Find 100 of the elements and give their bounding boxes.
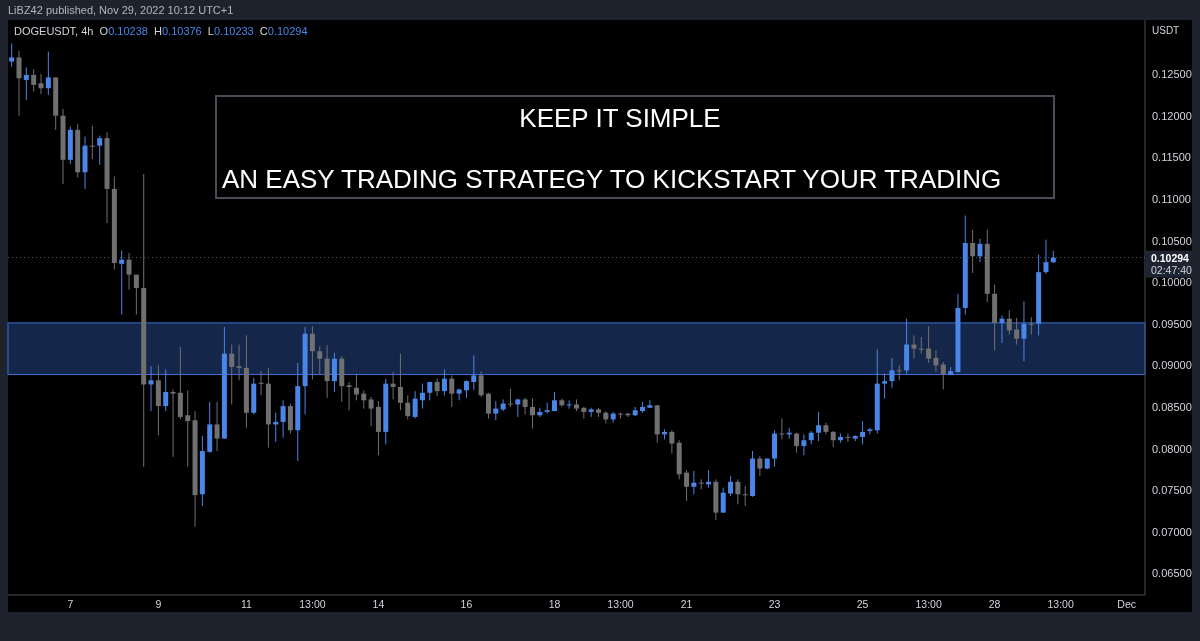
candlestick <box>911 334 917 360</box>
candlestick <box>669 429 675 455</box>
candlestick <box>867 427 873 435</box>
candlestick <box>779 418 785 440</box>
candlestick <box>816 411 822 442</box>
candlestick <box>119 250 125 316</box>
candlestick <box>926 325 932 364</box>
candlestick <box>529 398 535 430</box>
candlestick <box>368 396 374 427</box>
candlestick <box>933 349 939 373</box>
candlestick <box>236 344 242 381</box>
candlestick <box>45 51 51 96</box>
x-tick-label: 18 <box>548 598 561 610</box>
candlestick <box>485 392 491 420</box>
y-tick-label: 0.07500 <box>1152 484 1192 497</box>
candlestick <box>882 373 888 400</box>
annotation: DOGEUSDT, 4h O0.10238 H0.10376 L0.10233 C0.10294 <box>14 25 308 37</box>
candlestick <box>493 400 499 421</box>
candlestick <box>896 364 902 381</box>
x-tick-label: 7 <box>67 598 74 610</box>
y-tick-label: 0.09000 <box>1152 359 1192 372</box>
y-tick-label: 0.10500 <box>1152 234 1192 247</box>
candlestick <box>126 252 132 291</box>
candlestick <box>698 478 704 490</box>
candlestick <box>170 388 176 458</box>
y-tick-label: 0.12500 <box>1152 68 1192 81</box>
candlestick <box>918 336 924 355</box>
candlestick <box>38 73 44 95</box>
candlestick <box>434 378 440 397</box>
candlestick <box>133 274 139 316</box>
x-tick-label: Dec <box>1117 598 1137 610</box>
x-tick-label: 14 <box>372 598 385 610</box>
candlestick <box>735 478 741 505</box>
candlestick <box>999 314 1005 344</box>
candlestick <box>478 370 484 398</box>
y-tick-label: 0.09500 <box>1152 317 1192 330</box>
candlestick <box>860 420 866 445</box>
candlestick <box>757 455 763 477</box>
candlestick <box>507 388 513 408</box>
x-tick-label: 16 <box>460 598 473 610</box>
candlestick <box>970 229 976 274</box>
candlestick <box>691 470 697 495</box>
candlestick <box>566 399 572 410</box>
candlestick <box>214 401 220 452</box>
candlestick <box>1014 317 1020 346</box>
candlestick <box>419 383 425 410</box>
y-tick-label: 0.08500 <box>1152 400 1192 413</box>
candlestick <box>353 373 359 401</box>
candlestick <box>324 344 330 399</box>
candlestick <box>1006 309 1012 336</box>
candlestick <box>940 361 946 390</box>
candlestick <box>23 66 29 101</box>
candlestick <box>471 354 477 391</box>
candlestick <box>845 433 851 443</box>
x-tick-label: 11 <box>240 598 253 610</box>
candlestick <box>346 381 352 411</box>
candlestick <box>412 390 418 420</box>
candlestick <box>720 487 726 514</box>
candlestick <box>258 370 264 396</box>
y-tick-label: 0.07000 <box>1152 525 1192 538</box>
candlestick <box>456 388 462 401</box>
candlestick <box>163 368 169 412</box>
y-tick-label: 0.08000 <box>1152 442 1192 455</box>
x-tick-label: 25 <box>856 598 869 610</box>
y-tick-label: 0.12000 <box>1152 109 1192 122</box>
candlestick <box>405 394 411 420</box>
candlestick <box>801 433 807 456</box>
candlestick <box>361 389 367 410</box>
candlestick <box>309 325 315 380</box>
candlestick <box>9 42 15 68</box>
x-tick-label: 23 <box>768 598 781 610</box>
candlestick <box>647 399 653 409</box>
candlestick <box>185 389 191 468</box>
candlestick <box>89 125 95 160</box>
y-tick-label: 0.11500 <box>1152 151 1191 164</box>
candlestick <box>742 485 748 507</box>
candlestick <box>728 475 734 497</box>
candlestick <box>317 345 323 375</box>
candlestick <box>148 365 154 412</box>
candlestick <box>31 68 37 93</box>
x-tick-label: 13:00 <box>915 598 942 610</box>
candlestick <box>280 399 286 439</box>
x-tick-label: 13:00 <box>1047 598 1074 610</box>
text: 02:47:40 <box>1151 263 1193 276</box>
candlestick <box>97 135 103 166</box>
y-tick-label: 0.10000 <box>1152 276 1192 289</box>
candlestick <box>229 344 235 405</box>
x-tick-label: 13:00 <box>299 598 326 610</box>
y-tick-label: 0.06500 <box>1152 567 1192 580</box>
candlestick <box>397 353 403 411</box>
candlestick <box>449 374 455 408</box>
candlestick <box>1028 316 1034 336</box>
x-tick-label: 21 <box>680 598 693 610</box>
y-axis-title: USDT <box>1152 24 1180 36</box>
text: LiBZ42 published, Nov 29, 2022 10:12 UTC+1 <box>8 4 234 16</box>
candlestick <box>1043 239 1049 275</box>
text: KEEP IT SIMPLE <box>519 103 721 133</box>
candlestick <box>1021 300 1027 362</box>
candlestick <box>684 469 690 502</box>
candlestick <box>331 352 337 393</box>
